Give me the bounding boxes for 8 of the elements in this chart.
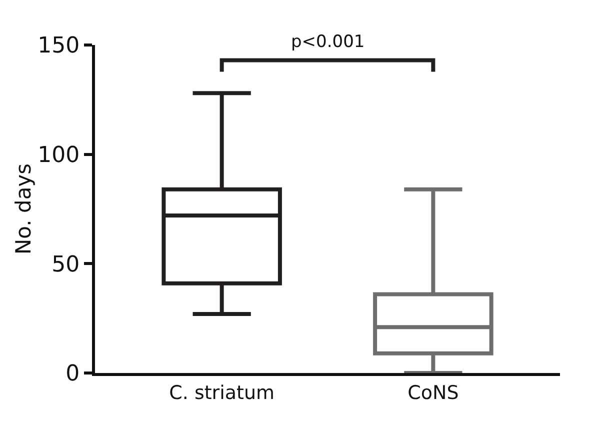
y-tick-label: 50	[52, 252, 80, 278]
annotation: p<0.001	[291, 32, 365, 52]
y-axis-title: No. days	[12, 163, 36, 255]
y-tick-label: 0	[66, 362, 80, 387]
x-tick-label: C. striatum	[169, 382, 275, 404]
x-tick-label: CoNS	[408, 382, 459, 404]
y-tick-label: 150	[38, 34, 80, 59]
y-tick-label: 100	[38, 143, 80, 168]
